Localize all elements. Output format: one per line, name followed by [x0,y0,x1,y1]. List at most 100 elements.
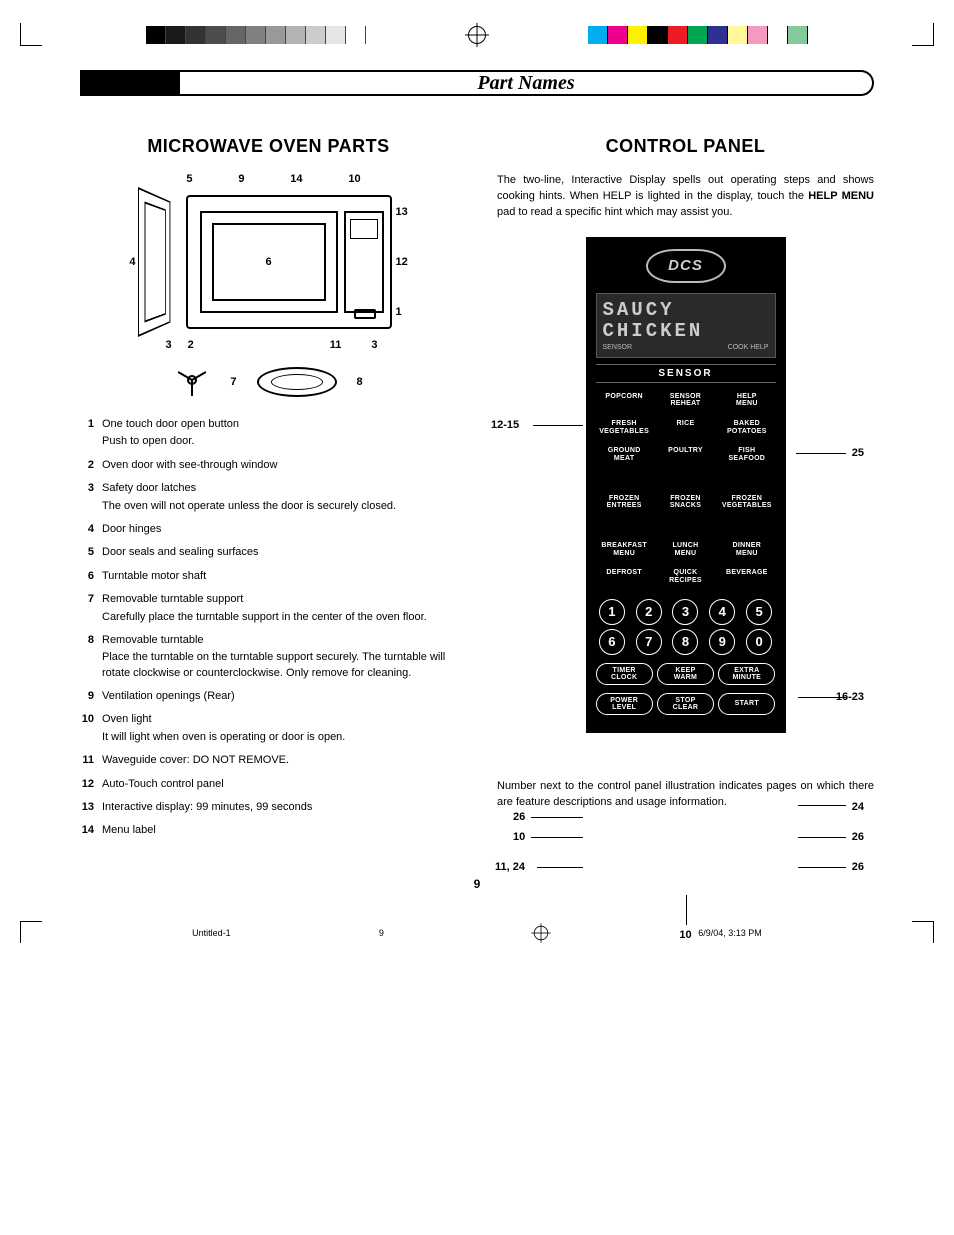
sensor-button[interactable]: FISHSEAFOOD [718,447,775,462]
sensor-button[interactable]: FRESHVEGETABLES [596,420,653,435]
leader-line [537,867,583,868]
list-item: 4Door hinges [80,522,457,537]
crop-mark [20,23,44,47]
diag-label: 1 [396,306,414,318]
diag-label: 14 [290,173,302,185]
parts-list: 1One touch door open buttonPush to open … [80,417,457,839]
printer-footer: Untitled-1 9 6/9/04, 3:13 PM [20,921,934,945]
diag-label: 2 [188,339,194,351]
leader-line [533,425,583,426]
function-button[interactable]: START [718,693,775,715]
list-item: 13Interactive display: 99 minutes, 99 se… [80,800,457,815]
function-button[interactable]: EXTRAMINUTE [718,663,775,685]
number-button[interactable]: 8 [672,629,698,655]
number-button[interactable]: 1 [599,599,625,625]
diag-label: 6 [265,256,271,268]
leader-line [686,895,687,925]
list-item: 2Oven door with see-through window [80,458,457,473]
list-item: 11Waveguide cover: DO NOT REMOVE. [80,753,457,768]
sensor-button[interactable]: BAKEDPOTATOES [718,420,775,435]
leader-line [798,867,846,868]
right-column: CONTROL PANEL The two-line, Interactive … [497,136,874,847]
sensor-button[interactable]: RICE [657,420,714,435]
color-swatches [588,26,808,44]
leader-line [796,453,846,454]
diag-label: 8 [357,376,363,388]
page-number: 9 [80,877,874,891]
registration-mark [534,926,548,940]
diag-label: 13 [396,206,414,218]
diag-label: 3 [371,339,377,351]
number-button[interactable]: 7 [636,629,662,655]
number-button[interactable]: 2 [636,599,662,625]
list-item: 9Ventilation openings (Rear) [80,689,457,704]
crop-mark [20,921,44,945]
display-line: CHICKEN [603,321,769,342]
sensor-button[interactable]: GROUNDMEAT [596,447,653,462]
foot-timestamp: 6/9/04, 3:13 PM [698,928,762,938]
function-button[interactable]: KEEPWARM [657,663,714,685]
sensor-button[interactable]: POULTRY [657,447,714,462]
number-button[interactable]: 5 [746,599,772,625]
function-button[interactable]: STOPCLEAR [657,693,714,715]
left-heading: MICROWAVE OVEN PARTS [80,136,457,157]
page-ref-label: 10 [679,929,691,941]
control-panel: DCS SAUCY CHICKEN SENSORCOOK HELP SENSOR… [586,237,786,733]
diag-label: 4 [124,256,136,268]
footnote: Number next to the control panel illustr… [497,779,874,811]
sensor-button[interactable]: FROZENENTREES [596,495,653,510]
foot-page: 9 [379,928,384,938]
page-ref-label: 26 [513,811,525,823]
diag-label: 3 [166,339,172,351]
diag-label: 10 [348,173,360,185]
right-heading: CONTROL PANEL [497,136,874,157]
sensor-button[interactable]: BREAKFASTMENU [596,542,653,557]
page-ref-label: 24 [852,801,864,813]
list-item: 12Auto-Touch control panel [80,777,457,792]
diag-label: 5 [186,173,192,185]
list-item: 10Oven lightIt will light when oven is o… [80,712,457,745]
intro-text: The two-line, Interactive Display spells… [497,173,874,221]
leader-line [798,697,846,698]
list-item: 8Removable turntablePlace the turntable … [80,633,457,681]
sensor-button[interactable]: QUICKRECIPES [657,569,714,584]
page-ref-label: 11, 24 [495,861,525,873]
display-status: SENSOR [603,344,633,351]
number-button[interactable]: 4 [709,599,735,625]
section-header-bar: Part Names [80,70,874,96]
crop-mark [910,23,934,47]
sensor-button[interactable]: DEFROST [596,569,653,584]
function-row: TIMERCLOCKKEEPWARMEXTRAMINUTEPOWERLEVELS… [596,663,776,715]
microwave-diagram: 5 9 14 10 4 6 [124,173,414,397]
number-button[interactable]: 0 [746,629,772,655]
page-ref-label: 12-15 [491,419,519,431]
turntable-support-icon [174,370,210,394]
list-item: 7Removable turntable supportCarefully pl… [80,592,457,625]
sensor-button[interactable]: BEVERAGE [718,569,775,584]
function-button[interactable]: POWERLEVEL [596,693,653,715]
sensor-button-grid: POPCORN SENSORREHEAT HELPMENU FRESHVEGETABL… [596,393,776,585]
list-item: 14Menu label [80,823,457,838]
display-screen: SAUCY CHICKEN SENSORCOOK HELP [596,293,776,358]
foot-filename: Untitled-1 [192,928,231,938]
page-ref-label: 26 [852,831,864,843]
function-button[interactable]: TIMERCLOCK [596,663,653,685]
sensor-button[interactable]: HELPMENU [718,393,775,408]
sensor-button[interactable]: LUNCHMENU [657,542,714,557]
sensor-button[interactable]: FROZENVEGETABLES [718,495,775,510]
leader-line [531,837,583,838]
page-ref-label: 10 [513,831,525,843]
sensor-button[interactable]: FROZENSNACKS [657,495,714,510]
list-item: 5Door seals and sealing surfaces [80,545,457,560]
section-title: Part Names [180,70,874,96]
number-button[interactable]: 3 [672,599,698,625]
registration-mark [468,26,486,44]
number-button[interactable]: 6 [599,629,625,655]
left-column: MICROWAVE OVEN PARTS 5 9 14 10 4 6 [80,136,457,847]
page-ref-label: 26 [852,861,864,873]
number-button[interactable]: 9 [709,629,735,655]
sensor-button[interactable]: SENSORREHEAT [657,393,714,408]
control-panel-wrap: 12-15 25 16-23 26 24 10 26 11, 24 26 10 [497,237,874,733]
sensor-button[interactable]: POPCORN [596,393,653,408]
sensor-button[interactable]: DINNERMENU [718,542,775,557]
